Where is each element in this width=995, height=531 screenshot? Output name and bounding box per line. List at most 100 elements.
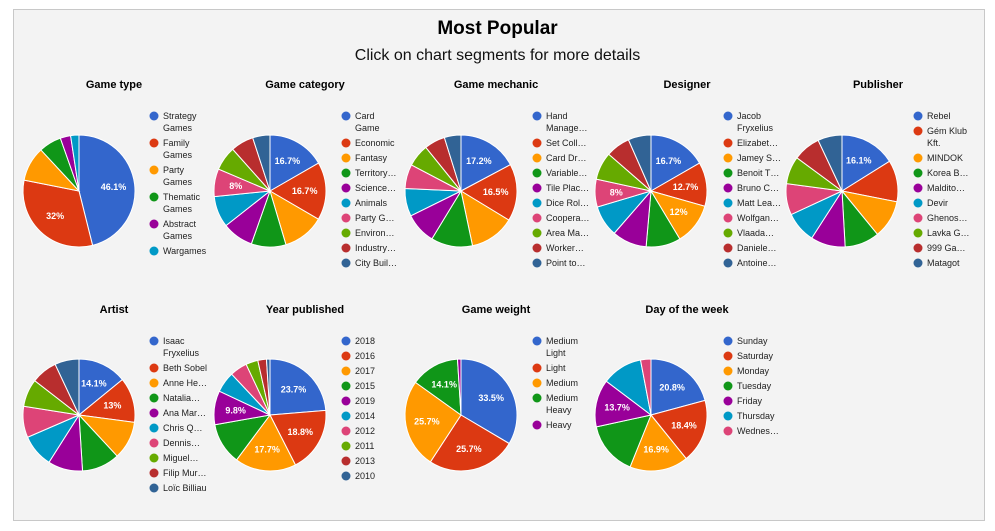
legend-item[interactable]: Dice Rol… bbox=[532, 198, 590, 208]
pie-slice[interactable] bbox=[22, 179, 94, 248]
legend-item[interactable]: 2011 bbox=[341, 441, 375, 451]
legend-item[interactable]: Set Coll… bbox=[532, 138, 587, 148]
legend-item[interactable]: Medium Light bbox=[532, 336, 579, 358]
pie-slice[interactable] bbox=[78, 134, 136, 246]
legend-item[interactable]: Antoine… bbox=[723, 258, 777, 268]
legend-item[interactable]: Card Dr… bbox=[532, 153, 587, 163]
pie-slice[interactable] bbox=[252, 134, 271, 192]
legend-item[interactable]: Rebel bbox=[913, 111, 951, 121]
legend-item[interactable]: 2016 bbox=[341, 351, 376, 361]
legend-item[interactable]: Miguel… bbox=[149, 453, 199, 463]
legend-item[interactable]: Medium bbox=[532, 378, 579, 388]
pie-slice[interactable] bbox=[269, 358, 327, 416]
legend-item[interactable]: Isaac Fryxelius bbox=[149, 336, 200, 358]
legend-item[interactable]: Ana Mar… bbox=[149, 408, 207, 418]
legend-item[interactable]: Medium Heavy bbox=[532, 393, 579, 415]
legend-item[interactable]: Maldito… bbox=[913, 183, 966, 193]
legend-item[interactable]: Wolfgan… bbox=[723, 213, 779, 223]
legend-item[interactable]: City Buil… bbox=[341, 258, 398, 268]
pie-slice[interactable] bbox=[460, 134, 512, 192]
pie-slice[interactable] bbox=[269, 409, 327, 466]
legend-item[interactable]: Dennis… bbox=[149, 438, 201, 448]
legend-item[interactable]: Industry… bbox=[341, 243, 397, 253]
legend-item[interactable]: Anne He… bbox=[149, 378, 208, 388]
legend-item[interactable]: Coopera… bbox=[532, 213, 590, 223]
pie-slice[interactable] bbox=[459, 163, 518, 221]
legend-item[interactable]: Natalia… bbox=[149, 393, 201, 403]
legend-item[interactable]: Sunday bbox=[723, 336, 769, 346]
legend-item[interactable]: Variable… bbox=[532, 168, 588, 178]
legend-item[interactable]: Animals bbox=[341, 198, 388, 208]
legend-item[interactable]: Light bbox=[532, 363, 567, 373]
legend-item[interactable]: Science… bbox=[341, 183, 397, 193]
legend-item[interactable]: Friday bbox=[723, 396, 763, 406]
legend-item[interactable]: Party G… bbox=[341, 213, 395, 223]
legend-item[interactable]: 2014 bbox=[341, 411, 376, 421]
legend-item[interactable]: Thematic Games bbox=[149, 192, 201, 214]
pie-slice[interactable] bbox=[650, 134, 701, 192]
legend-item[interactable]: Bruno C… bbox=[723, 183, 780, 193]
pie-slice[interactable] bbox=[629, 414, 687, 472]
legend-item[interactable]: Beth Sobel bbox=[149, 363, 208, 373]
legend-item[interactable]: Benoit T… bbox=[723, 168, 780, 178]
legend-item[interactable]: Fantasy bbox=[341, 153, 388, 163]
pie-slice[interactable] bbox=[595, 414, 652, 468]
pie-slice[interactable] bbox=[54, 358, 80, 416]
legend-item[interactable]: 2010 bbox=[341, 471, 376, 481]
legend-item[interactable]: Territory… bbox=[341, 168, 397, 178]
legend-item[interactable]: Wargames bbox=[149, 246, 207, 256]
legend-item[interactable]: Matagot bbox=[913, 258, 961, 268]
legend-item[interactable]: Devir bbox=[913, 198, 949, 208]
legend-item[interactable]: Daniele… bbox=[723, 243, 777, 253]
legend-item[interactable]: 2015 bbox=[341, 381, 376, 391]
legend-item[interactable]: Ghenos… bbox=[913, 213, 968, 223]
legend-item[interactable]: Thursday bbox=[723, 411, 776, 421]
legend-item[interactable]: 2017 bbox=[341, 366, 376, 376]
legend-item[interactable]: Strategy Games bbox=[149, 111, 198, 133]
legend-item[interactable]: 2019 bbox=[341, 396, 376, 406]
pie-slice[interactable] bbox=[639, 358, 652, 416]
pie-slice[interactable] bbox=[269, 162, 327, 220]
pie-slice[interactable] bbox=[265, 358, 271, 416]
legend-item[interactable]: Matt Lea… bbox=[723, 198, 782, 208]
legend-item[interactable]: Vlaada… bbox=[723, 228, 775, 238]
legend-item[interactable]: Family Games bbox=[149, 138, 193, 160]
legend-item[interactable]: 999 Ga… bbox=[913, 243, 966, 253]
legend-item[interactable]: Jacob Fryxelius bbox=[723, 111, 774, 133]
legend-item[interactable]: 2018 bbox=[341, 336, 376, 346]
legend-item[interactable]: Loïc Billiau bbox=[149, 483, 207, 493]
pie-slice[interactable] bbox=[269, 134, 320, 192]
legend-item[interactable]: MINDOK bbox=[913, 153, 964, 163]
legend-item[interactable]: Elizabet… bbox=[723, 138, 779, 148]
legend-item[interactable]: Gém Klub Kft. bbox=[913, 126, 968, 148]
pie-slice[interactable] bbox=[404, 381, 462, 463]
pie-slice[interactable] bbox=[650, 399, 708, 460]
pie-slice[interactable] bbox=[650, 358, 706, 416]
pie-slice[interactable] bbox=[235, 414, 297, 472]
pie-slice[interactable] bbox=[70, 134, 80, 192]
legend-item[interactable]: Area Ma… bbox=[532, 228, 590, 238]
pie-slice[interactable] bbox=[841, 134, 891, 192]
legend-item[interactable]: Chris Q… bbox=[149, 423, 203, 433]
legend-item[interactable]: Wednes… bbox=[723, 426, 779, 436]
legend-item[interactable]: Environ… bbox=[341, 228, 395, 238]
legend-item[interactable]: Saturday bbox=[723, 351, 774, 361]
legend-item[interactable]: Worker… bbox=[532, 243, 584, 253]
pie-slice[interactable] bbox=[817, 134, 843, 192]
legend-item[interactable]: Korea B… bbox=[913, 168, 969, 178]
legend-item[interactable]: Point to… bbox=[532, 258, 586, 268]
legend-item[interactable]: Party Games bbox=[149, 165, 193, 187]
legend-item[interactable]: Hand Manage… bbox=[532, 111, 588, 133]
pie-slice[interactable] bbox=[456, 358, 462, 416]
legend-item[interactable]: Abstract Games bbox=[149, 219, 197, 241]
pie-slice[interactable] bbox=[627, 134, 652, 192]
legend-item[interactable]: Heavy bbox=[532, 420, 573, 430]
legend-item[interactable]: 2013 bbox=[341, 456, 376, 466]
legend-item[interactable]: Jamey S… bbox=[723, 153, 782, 163]
legend-item[interactable]: Tuesday bbox=[723, 381, 772, 391]
pie-slice[interactable] bbox=[443, 134, 462, 192]
legend-item[interactable]: Card Game bbox=[341, 111, 380, 133]
pie-slice[interactable] bbox=[429, 414, 510, 472]
legend-item[interactable]: Monday bbox=[723, 366, 770, 376]
legend-item[interactable]: Tile Plac… bbox=[532, 183, 590, 193]
